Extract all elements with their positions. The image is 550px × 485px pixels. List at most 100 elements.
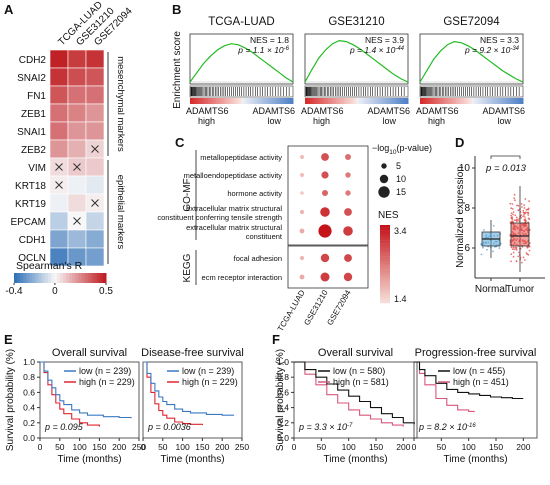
plot-frame [142,361,243,439]
heatmap-cell [67,175,87,195]
rank-gradient-segment [333,98,337,104]
rank-gradient-segment [310,98,314,104]
logrank-p-value: p = 0.095 [44,422,84,432]
rank-gradient-segment [520,98,524,104]
rank-gradient-segment [200,98,204,104]
nes-gradient-segment [380,253,390,257]
p-value: p = 1.1 × 10-6 [237,45,289,55]
colorbar-segment [35,273,40,283]
rank-gradient-segment [277,98,281,104]
logrank-p-value: p = 3.3 × 10-7 [298,422,353,432]
y-tick-label: 0.2 [277,418,289,428]
rank-gradient-segment [223,98,227,104]
logrank-p-value: p = 8.2 × 10-16 [418,422,476,432]
heatmap-row-label: SNAI1 [17,127,46,138]
jitter-point [512,251,515,254]
rank-gradient-segment [305,98,309,104]
rank-gradient-segment [510,98,514,104]
jitter-point [527,214,530,216]
rank-gradient-segment [226,98,230,104]
rank-gradient-segment [422,98,426,104]
jitter-point [510,207,513,210]
jitter-point [521,206,523,208]
rank-gradient-segment [468,98,472,104]
rank-gradient-segment [479,98,483,104]
rank-gradient-segment [238,98,242,104]
jitter-point [524,198,527,200]
y-tick-label: 0.2 [23,418,35,428]
panel-label-e: E [4,332,13,347]
colorbar-segment [90,273,95,283]
x-tick-label: 200 [112,442,126,452]
heatmap-cell [85,85,105,105]
colorbar-segment [53,273,58,283]
survival-curve-low [414,361,524,400]
y-tick-label: 0.6 [23,387,35,397]
rank-gradient-segment [210,98,214,104]
jitter-point [514,214,517,217]
colorbar-segment [96,273,101,283]
x-tick-label: 200 [215,442,229,452]
jitter-point [527,207,530,210]
heatmap-row-label: ZEB1 [21,109,46,120]
rank-gradient-segment [190,98,194,104]
rank-label-high: high [198,116,215,126]
x-tick-label: 50 [158,442,168,452]
colorbar-segment [66,273,70,283]
legend-label-low: low (n = 239) [79,366,131,376]
colorbar-segment [38,273,43,283]
colorbar-segment [26,273,30,283]
jitter-point [513,197,516,200]
jitter-point [515,260,518,263]
nes-gradient-segment [380,295,390,298]
heatmap-cell [49,49,69,69]
gsea-frame [189,33,294,85]
nes-gradient-segment [380,284,390,288]
rank-gradient-segment [280,98,284,104]
jitter-point [526,246,529,249]
jitter-point [513,193,516,196]
jitter-point [522,215,524,218]
nes-gradient-segment [380,225,390,228]
legend-label-low: low (n = 455) [453,366,505,376]
rank-label-high: ADAMTS6 [186,106,229,116]
rank-gradient-segment [315,98,319,104]
heatmap-cell [67,67,87,87]
rank-gradient-segment [427,98,431,104]
y-axis-label: Normalized expression [455,166,466,268]
x-axis-label: Time (months) [160,454,224,465]
heatmap-cell [67,121,87,141]
rank-gradient-segment [463,98,467,104]
jitter-point [510,246,513,249]
plot-frame [39,361,140,439]
jitter-point [526,208,529,211]
jitter-point [523,211,526,214]
panel-label-c: C [175,135,185,150]
y-tick-label: 0.8 [23,372,35,382]
colorbar-segment [69,273,73,283]
gsea-title: GSE31210 [328,16,384,28]
panel-label-d: D [455,135,464,150]
rank-gradient-segment [312,98,316,104]
bubble [299,209,305,215]
rank-gradient-segment [192,98,196,104]
bubble [345,154,351,160]
heatmap-cell [49,103,69,123]
rank-gradient-segment [325,98,329,104]
p-value: p = 1.4 × 10-44 [349,45,405,55]
colorbar-segment [84,273,89,283]
colorbar-segment [99,273,104,283]
jitter-point [515,219,518,222]
survival-curve-high [414,361,475,413]
rank-label-low: low [382,116,396,126]
nes-gradient-segment [380,248,390,252]
rank-gradient-segment [458,98,462,104]
enrichment-curve [304,39,409,83]
nes-gradient-segment [380,261,390,265]
rank-label-low: ADAMTS6 [252,106,295,116]
rank-gradient-segment [328,98,332,104]
rank-gradient-segment [461,98,465,104]
y-tick-label: 1.0 [277,357,289,367]
nes-gradient-segment [380,232,390,236]
x-tick-label: 100 [342,442,356,452]
